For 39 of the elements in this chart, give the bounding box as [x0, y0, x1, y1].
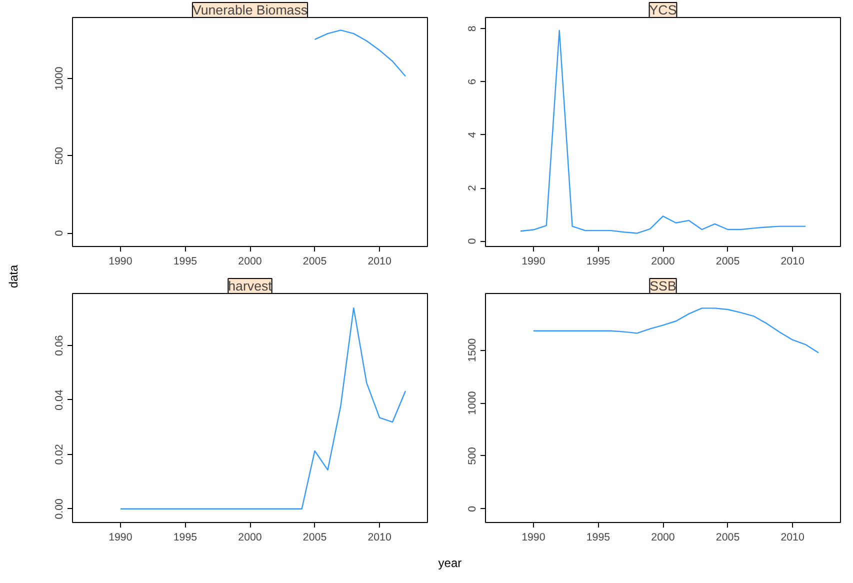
y-tick-label: 0: [54, 230, 66, 236]
x-tick-label: 2010: [368, 256, 392, 268]
x-axis-title: year: [438, 556, 462, 570]
y-tick-label: 1500: [466, 338, 478, 362]
x-tick-label: 2000: [238, 532, 262, 544]
x-tick-label: 2005: [302, 256, 327, 268]
x-tick-label: 1995: [586, 256, 610, 268]
y-tick-label: 0.02: [54, 444, 66, 465]
x-tick-label: 2005: [716, 532, 740, 544]
y-tick-label: 0.06: [54, 335, 66, 356]
x-tick-label: 1990: [522, 532, 546, 544]
x-tick-label: 2005: [302, 532, 327, 544]
y-tick-label: 0.04: [54, 390, 66, 410]
chart-title: SSB: [650, 278, 676, 294]
y-tick-label: 4: [466, 132, 478, 138]
y-tick-label: 2: [466, 185, 478, 192]
x-tick-label: 2010: [368, 532, 392, 544]
x-tick-label: 1995: [173, 256, 198, 268]
x-tick-label: 2005: [716, 256, 740, 268]
x-tick-label: 1995: [586, 532, 610, 544]
y-tick-label: 0: [466, 506, 478, 512]
y-tick-label: 1000: [54, 66, 66, 90]
y-tick-label: 0.00: [54, 498, 66, 520]
y-tick-label: 500: [466, 446, 478, 465]
y-tick-label: 500: [54, 146, 66, 165]
y-axis-title: data: [6, 264, 21, 288]
y-tick-label: 8: [466, 26, 478, 32]
x-tick-label: 2000: [651, 532, 675, 544]
x-tick-label: 1990: [108, 256, 132, 268]
y-tick-label: 1000: [466, 391, 478, 415]
x-tick-label: 2000: [238, 256, 262, 268]
x-tick-label: 2010: [780, 256, 804, 268]
x-tick-label: 1995: [173, 532, 198, 544]
y-tick-label: 6: [466, 78, 478, 85]
y-tick-label: 0: [466, 238, 478, 244]
x-tick-label: 1990: [108, 532, 132, 544]
x-tick-label: 1990: [522, 256, 546, 268]
x-tick-label: 2010: [780, 532, 804, 544]
x-tick-label: 2000: [651, 256, 675, 268]
